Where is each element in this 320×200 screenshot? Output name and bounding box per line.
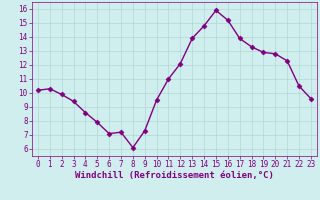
X-axis label: Windchill (Refroidissement éolien,°C): Windchill (Refroidissement éolien,°C) xyxy=(75,171,274,180)
